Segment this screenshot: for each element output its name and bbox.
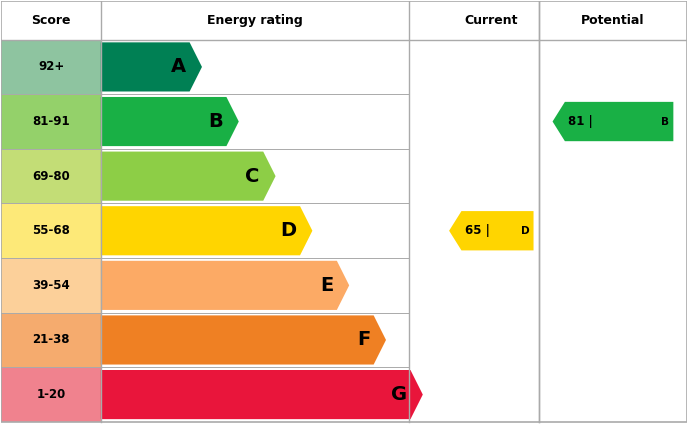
Bar — [1, 313, 100, 367]
Text: 65 |: 65 | — [465, 224, 490, 237]
Text: 92+: 92+ — [38, 60, 64, 73]
Text: F: F — [357, 331, 370, 349]
Text: Energy rating: Energy rating — [207, 14, 303, 27]
Text: E: E — [320, 276, 334, 295]
Text: A: A — [171, 58, 186, 76]
Polygon shape — [552, 102, 674, 141]
Text: D: D — [521, 226, 530, 236]
Text: 55-68: 55-68 — [32, 224, 70, 237]
Text: C: C — [246, 167, 260, 186]
Bar — [1, 258, 100, 313]
Text: B: B — [661, 117, 669, 127]
Text: 81 |: 81 | — [568, 115, 593, 128]
Text: G: G — [391, 385, 407, 404]
Polygon shape — [100, 261, 350, 310]
Polygon shape — [100, 42, 202, 92]
Polygon shape — [100, 97, 239, 146]
Text: 39-54: 39-54 — [32, 279, 70, 292]
Bar — [1, 40, 100, 94]
Text: 1-20: 1-20 — [36, 388, 65, 401]
Polygon shape — [100, 152, 276, 201]
Text: 21-38: 21-38 — [32, 334, 69, 346]
Text: Score: Score — [32, 14, 71, 27]
Bar — [1, 149, 100, 204]
Polygon shape — [100, 315, 386, 365]
Text: B: B — [208, 112, 223, 131]
Text: 81-91: 81-91 — [32, 115, 70, 128]
Polygon shape — [100, 370, 423, 419]
Text: 69-80: 69-80 — [32, 170, 70, 183]
Text: D: D — [281, 221, 297, 240]
Bar — [1, 94, 100, 149]
Bar — [1, 367, 100, 422]
Bar — [1, 204, 100, 258]
Text: Current: Current — [464, 14, 518, 27]
Polygon shape — [449, 211, 533, 250]
Text: Potential: Potential — [581, 14, 645, 27]
Polygon shape — [100, 206, 312, 255]
